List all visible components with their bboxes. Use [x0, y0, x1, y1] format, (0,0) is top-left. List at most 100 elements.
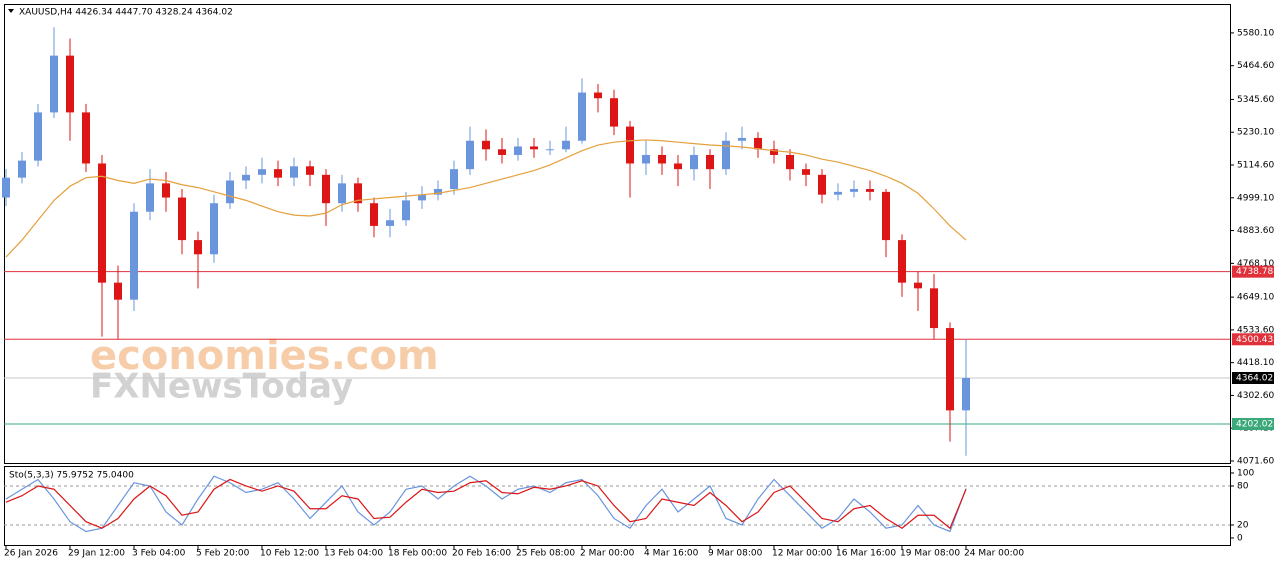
candle-body: [658, 154, 666, 164]
y-tick-label: 4999.10: [1237, 193, 1274, 203]
price-label-box: [1232, 417, 1274, 430]
candle-body: [706, 154, 714, 170]
candle-body: [82, 112, 90, 164]
price-label-box: [1232, 372, 1274, 385]
candle-body: [146, 183, 154, 212]
candle-body: [418, 194, 426, 201]
y-tick-label: 4533.60: [1237, 325, 1274, 335]
price-label-box: [1232, 333, 1274, 346]
x-tick-label: 16 Mar 16:00: [836, 549, 896, 559]
y-tick-label: 4649.10: [1237, 293, 1274, 303]
candle-body: [322, 174, 330, 204]
candle-body: [722, 140, 730, 170]
candle-body: [114, 282, 122, 300]
candle-body: [530, 146, 538, 150]
candle-body: [818, 174, 826, 195]
x-tick-label: 13 Feb 04:00: [324, 549, 383, 559]
candle-body: [242, 174, 250, 181]
stochastic-line: [5, 475, 967, 533]
candle-body: [34, 112, 42, 161]
candle-body: [370, 203, 378, 226]
candle-body: [162, 183, 170, 198]
x-tick-label: 25 Feb 08:00: [516, 549, 575, 559]
candle-body: [738, 137, 746, 141]
candle-body: [690, 154, 698, 170]
candle-body: [546, 149, 554, 151]
candle-body: [274, 169, 282, 178]
y-tick-label: 5230.10: [1237, 128, 1274, 138]
candle-body: [210, 203, 218, 255]
y-tick-label: 4418.10: [1237, 358, 1274, 368]
x-tick-label: 20 Feb 16:00: [452, 549, 511, 559]
candle-body: [290, 166, 298, 178]
watermark: FXNewsToday: [90, 367, 353, 407]
candle-body: [66, 55, 74, 113]
candle-body: [786, 154, 794, 170]
candle-body: [578, 92, 586, 141]
candle-body: [882, 191, 890, 241]
candle-body: [674, 163, 682, 170]
candle-body: [754, 137, 762, 150]
candle-body: [50, 55, 58, 113]
candle-body: [962, 378, 970, 411]
y-tick-label: 20: [1237, 520, 1249, 530]
y-tick-label: 4302.60: [1237, 391, 1274, 401]
x-tick-label: 19 Mar 08:00: [900, 549, 960, 559]
candle-body: [898, 240, 906, 283]
candle-body: [258, 169, 266, 175]
y-tick-label: 100: [1237, 468, 1254, 478]
y-tick-label: 0: [1237, 533, 1243, 543]
candle-body: [482, 140, 490, 150]
x-tick-label: 24 Mar 00:00: [964, 549, 1024, 559]
y-tick-label: 5580.10: [1237, 28, 1274, 38]
candle-body: [450, 169, 458, 190]
candle-body: [2, 177, 10, 198]
x-tick-label: 2 Mar 00:00: [580, 549, 635, 559]
x-tick-label: 4 Mar 16:00: [644, 549, 699, 559]
indicator-frame: [4, 466, 1231, 546]
x-tick-label: 5 Feb 20:00: [196, 549, 250, 559]
y-tick-label: 5345.60: [1237, 95, 1274, 105]
candle-body: [626, 126, 634, 164]
candle-body: [610, 98, 618, 127]
candle-body: [642, 154, 650, 164]
candle-body: [930, 288, 938, 329]
x-tick-label: 10 Feb 12:00: [260, 549, 319, 559]
price-label: 4738.78: [1236, 267, 1273, 277]
candle-body: [354, 183, 362, 204]
candle-body: [802, 169, 810, 175]
candle-body: [866, 189, 874, 192]
watermark: economies.com: [90, 333, 439, 379]
y-tick-label: 5114.60: [1237, 161, 1274, 171]
candle-body: [594, 92, 602, 99]
price-label: 4364.02: [1236, 374, 1273, 384]
candle-body: [178, 197, 186, 241]
y-tick-label: 5464.60: [1237, 61, 1274, 71]
y-tick-label: 4768.10: [1237, 259, 1274, 269]
candle-body: [402, 200, 410, 221]
candle-body: [338, 183, 346, 204]
candle-body: [306, 166, 314, 175]
candle-body: [850, 189, 858, 192]
candle-body: [770, 149, 778, 155]
x-tick-label: 3 Feb 04:00: [132, 549, 186, 559]
candle-body: [434, 189, 442, 195]
x-tick-label: 12 Mar 00:00: [772, 549, 832, 559]
candle-body: [98, 163, 106, 283]
x-tick-label: 18 Feb 00:00: [388, 549, 447, 559]
price-label: 4500.43: [1236, 335, 1273, 345]
candle-body: [946, 328, 954, 411]
price-label-box: [1232, 265, 1274, 278]
candle-body: [514, 146, 522, 155]
menu-arrow: [8, 9, 14, 13]
y-tick-label: 4071.60: [1237, 456, 1274, 466]
price-label: 4202.02: [1236, 419, 1273, 429]
candle-body: [914, 282, 922, 289]
moving-average: [5, 139, 967, 258]
candle-body: [562, 140, 570, 150]
candle-body: [834, 191, 842, 195]
candle-body: [466, 140, 474, 170]
x-tick-label: 26 Jan 2026: [4, 549, 58, 559]
